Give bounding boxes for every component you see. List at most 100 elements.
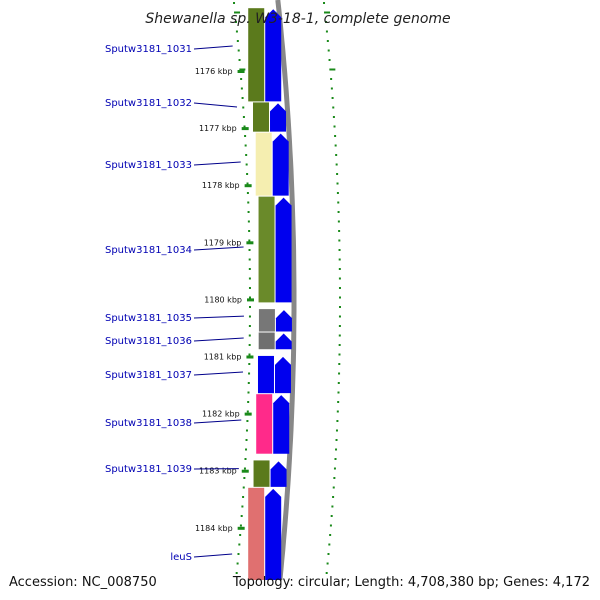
gc-tick-left <box>245 448 248 451</box>
gc-tick-right <box>334 458 337 460</box>
gene-block <box>258 332 275 350</box>
gc-tick-right <box>324 591 326 593</box>
gc-tick-left <box>238 59 241 61</box>
kbp-tick-label: 1182 kbp <box>202 410 240 419</box>
gc-tick-right <box>334 144 337 147</box>
kbp-tick-mark <box>246 241 254 245</box>
gc-tick-right <box>338 306 341 308</box>
gc-tick-right <box>327 553 330 555</box>
gc-tick-right <box>335 448 338 451</box>
gc-tick-right <box>332 486 335 489</box>
gc-tick-right <box>338 353 341 356</box>
gc-tick-left <box>234 591 236 593</box>
gc-tick-left <box>239 68 246 71</box>
gc-tick-left <box>238 543 241 546</box>
gc-tick-left <box>248 344 251 346</box>
gc-tick-left <box>248 306 251 308</box>
gc-tick-right <box>337 391 340 394</box>
gc-tick-left <box>246 182 249 185</box>
gc-tick-right <box>332 116 335 118</box>
gc-tick-right <box>338 325 341 327</box>
gc-tick-right <box>336 173 339 175</box>
gene-block <box>258 196 275 303</box>
kbp-tick-mark <box>244 412 252 416</box>
gc-tick-left <box>234 11 241 14</box>
gene-label: Sputw3181_1034 <box>105 245 192 256</box>
gene-label-leader <box>193 419 242 424</box>
gc-tick-right <box>332 496 335 498</box>
backbone-track <box>275 0 297 580</box>
gc-tick-right <box>337 211 340 213</box>
gc-tick-left <box>248 230 251 232</box>
gc-tick-left <box>236 562 239 565</box>
cds-arrow <box>273 395 290 454</box>
gc-tick-left <box>248 258 251 261</box>
kbp-tick-label: 1178 kbp <box>202 181 240 190</box>
gc-tick-right <box>336 182 339 185</box>
gene-label-group: Sputw3181_1031 Sputw3181_1032 Sputw3181_10… <box>105 44 244 563</box>
topology-text: Topology: circular; Length: 4,708,380 bp… <box>232 575 590 590</box>
gc-tick-right <box>338 344 341 346</box>
kbp-tick-label: 1181 kbp <box>204 353 242 362</box>
gc-tick-left <box>248 372 251 375</box>
gc-tick-right <box>330 515 333 517</box>
gc-tick-right <box>330 78 333 80</box>
kbp-tick-label: 1179 kbp <box>204 238 242 247</box>
gc-tick-left <box>248 287 251 289</box>
gene-label: Sputw3181_1035 <box>105 313 192 324</box>
gc-tick-left <box>242 486 245 489</box>
gc-tick-left <box>246 410 249 413</box>
gc-tick-left <box>245 439 248 441</box>
gc-tick-right <box>335 163 338 166</box>
gc-tick-left <box>248 315 251 318</box>
gene-label: Sputw3181_1038 <box>105 418 192 429</box>
gc-tick-left <box>248 363 251 365</box>
gc-tick-right <box>333 477 336 479</box>
gc-tick-right <box>338 258 341 261</box>
gene-label-leader <box>193 315 244 319</box>
gc-tick-left <box>248 277 251 280</box>
gc-tick-right <box>324 11 331 14</box>
gene-label: Sputw3181_1031 <box>105 44 192 55</box>
gc-tick-left <box>237 49 240 52</box>
kbp-tick-mark <box>241 127 249 131</box>
gene-label: Sputw3181_1039 <box>105 464 192 475</box>
gc-tick-left <box>248 239 251 242</box>
gene-label-leader <box>193 371 244 376</box>
gc-tick-left <box>241 97 244 99</box>
kbp-tick-label: 1183 kbp <box>199 467 237 476</box>
gc-tick-left <box>241 505 244 508</box>
gc-tick-right <box>330 87 333 90</box>
gc-tick-left <box>243 477 246 479</box>
gc-tick-left <box>246 420 249 422</box>
gene-feature-track <box>248 8 275 580</box>
cds-arrow <box>265 9 282 102</box>
gene-block <box>253 460 270 487</box>
cds-arrow <box>270 103 287 132</box>
gene-label-leader <box>193 337 244 342</box>
gc-tick-right <box>326 562 329 565</box>
kbp-tick-mark <box>237 526 245 530</box>
gc-tick-right <box>336 420 339 422</box>
gc-tick-left <box>239 534 242 536</box>
gc-tick-left <box>247 391 250 394</box>
cds-arrow <box>275 197 292 303</box>
gc-tick-left <box>248 268 251 270</box>
map-title: Shewanella sp. W3-18-1, complete genome <box>145 11 450 27</box>
gene-label: leuS <box>170 552 192 563</box>
gene-label-leader <box>193 553 233 558</box>
gc-tick-left <box>242 116 245 118</box>
gc-tick-left <box>246 192 249 194</box>
gc-tick-left <box>247 401 250 403</box>
gc-tick-right <box>338 287 341 289</box>
gc-tick-right <box>337 201 340 204</box>
cds-arrow <box>274 356 291 394</box>
kbp-tick-mark <box>244 184 252 188</box>
gc-tick-left <box>248 334 251 337</box>
gene-label: Sputw3181_1037 <box>105 370 192 381</box>
cds-strand-track <box>265 9 292 580</box>
gc-tick-left <box>248 325 251 327</box>
gc-tick-left <box>240 78 243 80</box>
gc-tick-left <box>247 211 250 213</box>
